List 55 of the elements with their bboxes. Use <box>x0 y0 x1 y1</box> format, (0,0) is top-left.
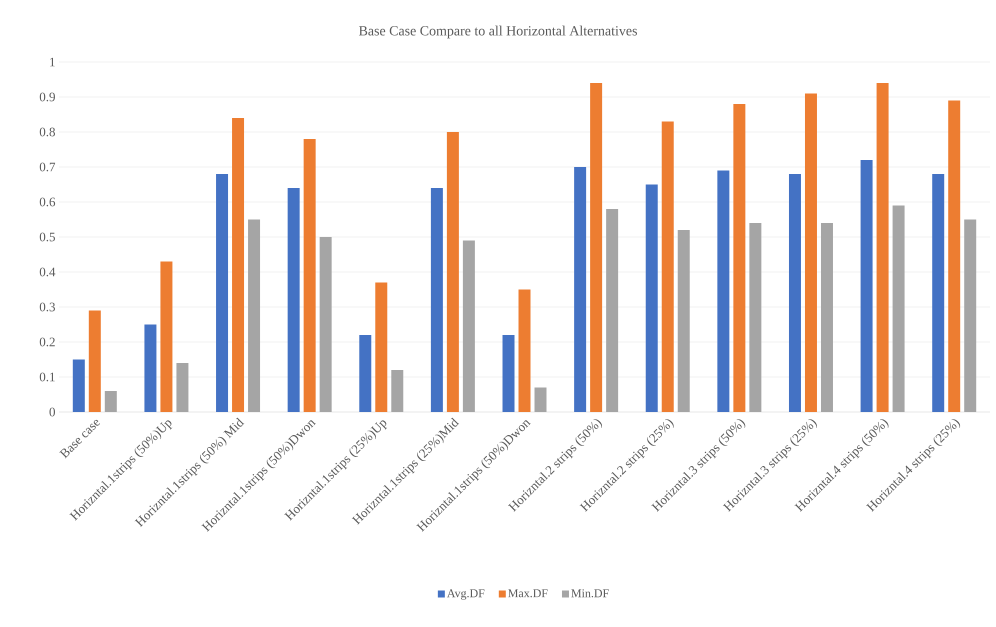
bar <box>502 335 515 412</box>
y-tick-label: 0.2 <box>40 338 55 346</box>
bar <box>518 290 531 412</box>
y-tick-label: 0.1 <box>40 372 55 382</box>
bar <box>932 174 944 412</box>
y-tick-label: 1 <box>50 58 55 66</box>
bar <box>88 310 101 412</box>
bar <box>391 370 404 412</box>
y-tick-label: 0.8 <box>40 128 55 136</box>
bar <box>248 219 260 412</box>
bar <box>430 188 443 412</box>
bar <box>160 262 172 412</box>
y-tick-label: 0.7 <box>40 162 56 172</box>
bar <box>446 132 459 412</box>
chart-title: Base Case Compare to all Horizontal Alternatives <box>358 26 637 38</box>
bar <box>788 174 801 412</box>
bar <box>574 166 586 412</box>
bar <box>820 222 833 412</box>
legend-label: Avg.DF <box>446 589 484 600</box>
bar <box>678 230 690 412</box>
y-tick-label: 0.3 <box>40 302 55 312</box>
legend-label: Min.DF <box>571 589 609 598</box>
y-tick-label: 0.4 <box>40 268 56 276</box>
bar <box>104 391 117 412</box>
bar <box>876 82 889 412</box>
bar <box>964 219 976 412</box>
y-tick-label: 0 <box>50 408 55 416</box>
bar <box>232 118 244 412</box>
bar <box>590 82 602 412</box>
y-tick-label: 0.6 <box>40 198 56 206</box>
bar <box>860 160 873 412</box>
bar <box>646 184 658 412</box>
bar <box>320 236 332 412</box>
bar <box>216 174 228 412</box>
bar <box>534 388 547 412</box>
bar <box>662 121 674 412</box>
bar <box>749 222 762 412</box>
bar <box>359 335 372 412</box>
bar <box>733 104 746 412</box>
bar <box>176 363 188 412</box>
bar <box>144 324 156 412</box>
bar <box>948 100 960 412</box>
y-tick-label: 0.5 <box>40 232 55 242</box>
bar <box>606 208 618 412</box>
bar <box>804 93 817 412</box>
bar <box>717 170 730 412</box>
x-tick-label: Base case <box>59 420 100 459</box>
bar <box>892 205 905 412</box>
bar <box>375 282 388 412</box>
y-tick-label: 0.9 <box>40 92 55 102</box>
bar <box>72 360 85 412</box>
bar <box>462 240 475 412</box>
bar <box>288 188 300 412</box>
bar <box>304 138 316 412</box>
legend-label: Max.DF <box>508 589 548 598</box>
